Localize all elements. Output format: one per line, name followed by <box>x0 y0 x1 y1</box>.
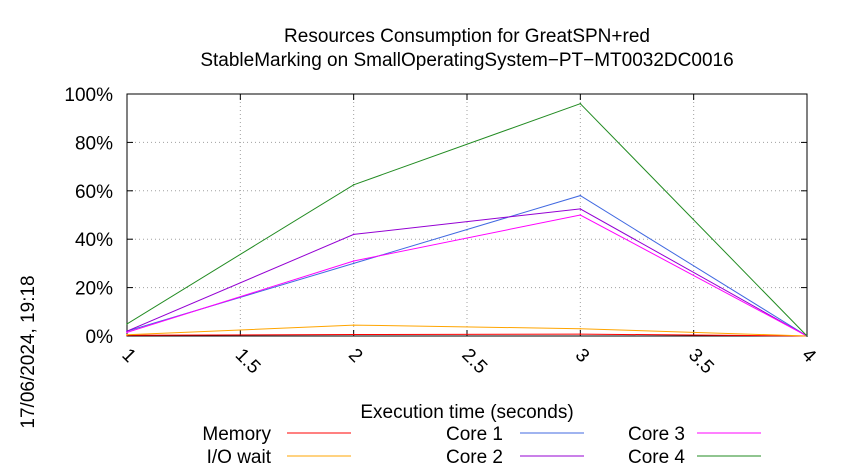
legend-item-core-1: Core 1 <box>446 424 584 445</box>
legend-item-i-o-wait: I/O wait <box>207 447 351 468</box>
legend-item-core-4: Core 4 <box>628 447 761 468</box>
legend-item-core-2: Core 2 <box>446 447 584 468</box>
y-axis: 0% 20% 40% 60% 80% 100% <box>64 85 807 348</box>
data-point-i-o-wait <box>126 333 128 336</box>
data-point-core-4 <box>352 183 355 186</box>
series-line-core-1 <box>126 195 808 337</box>
y-tick-label: 20% <box>75 279 113 300</box>
series-group <box>126 102 808 337</box>
x-tick-label: 1 <box>117 345 139 367</box>
series-line-memory <box>126 333 808 337</box>
x-tick-label: 1.5 <box>231 345 265 379</box>
legend-label: Core 1 <box>446 424 503 445</box>
data-point-core-1 <box>352 262 355 265</box>
legend-item-memory: Memory <box>202 424 351 445</box>
y-tick-label: 0% <box>86 327 114 348</box>
series-line-i-o-wait <box>126 324 808 337</box>
data-point-core-3 <box>352 260 355 262</box>
data-point-core-3 <box>579 214 582 216</box>
legend-item-core-3: Core 3 <box>628 424 761 445</box>
series-line-core-3 <box>126 214 808 337</box>
legend-label: Memory <box>202 424 271 445</box>
data-point-i-o-wait <box>352 324 355 326</box>
y-tick-label: 80% <box>75 133 113 154</box>
data-point-core-2 <box>126 330 128 332</box>
chart-subtitle: StableMarking on SmallOperatingSystem−PT… <box>200 50 733 71</box>
data-point-core-3 <box>126 331 128 334</box>
data-point-i-o-wait <box>579 327 582 330</box>
timestamp: 17/06/2024, 19:18 <box>18 275 39 428</box>
legend-label: I/O wait <box>207 447 272 468</box>
data-point-core-4 <box>579 102 582 105</box>
series-line-core-2 <box>126 208 808 337</box>
x-axis-label: Execution time (seconds) <box>360 402 573 423</box>
x-tick-label: 2 <box>344 345 366 367</box>
y-tick-label: 100% <box>64 85 113 106</box>
data-point-core-4 <box>126 323 128 325</box>
data-point-memory <box>352 333 355 336</box>
data-point-core-2 <box>579 208 582 210</box>
grid <box>127 94 807 336</box>
legend-label: Core 4 <box>628 447 685 468</box>
chart-title: Resources Consumption for GreatSPN+red <box>284 26 650 47</box>
x-tick-label: 4 <box>797 345 820 368</box>
legend-label: Core 2 <box>446 447 503 468</box>
data-point-core-4 <box>806 335 808 337</box>
x-tick-label: 3.5 <box>684 345 718 379</box>
x-tick-label: 2.5 <box>457 345 491 379</box>
data-point-core-2 <box>352 233 355 236</box>
series-line-core-4 <box>126 103 808 337</box>
data-point-core-1 <box>579 194 582 197</box>
legend-label: Core 3 <box>628 424 685 445</box>
y-tick-label: 40% <box>75 230 113 251</box>
data-point-memory <box>579 333 582 335</box>
x-tick-label: 3 <box>571 345 593 367</box>
y-tick-label: 60% <box>75 182 113 203</box>
